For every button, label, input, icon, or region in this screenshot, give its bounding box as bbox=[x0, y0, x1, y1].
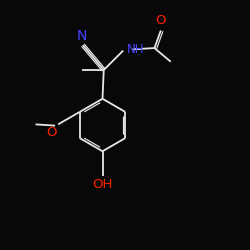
Text: OH: OH bbox=[92, 178, 113, 191]
Text: NH: NH bbox=[127, 43, 144, 56]
Text: N: N bbox=[76, 28, 87, 42]
Text: O: O bbox=[46, 126, 57, 138]
Text: O: O bbox=[156, 14, 166, 28]
